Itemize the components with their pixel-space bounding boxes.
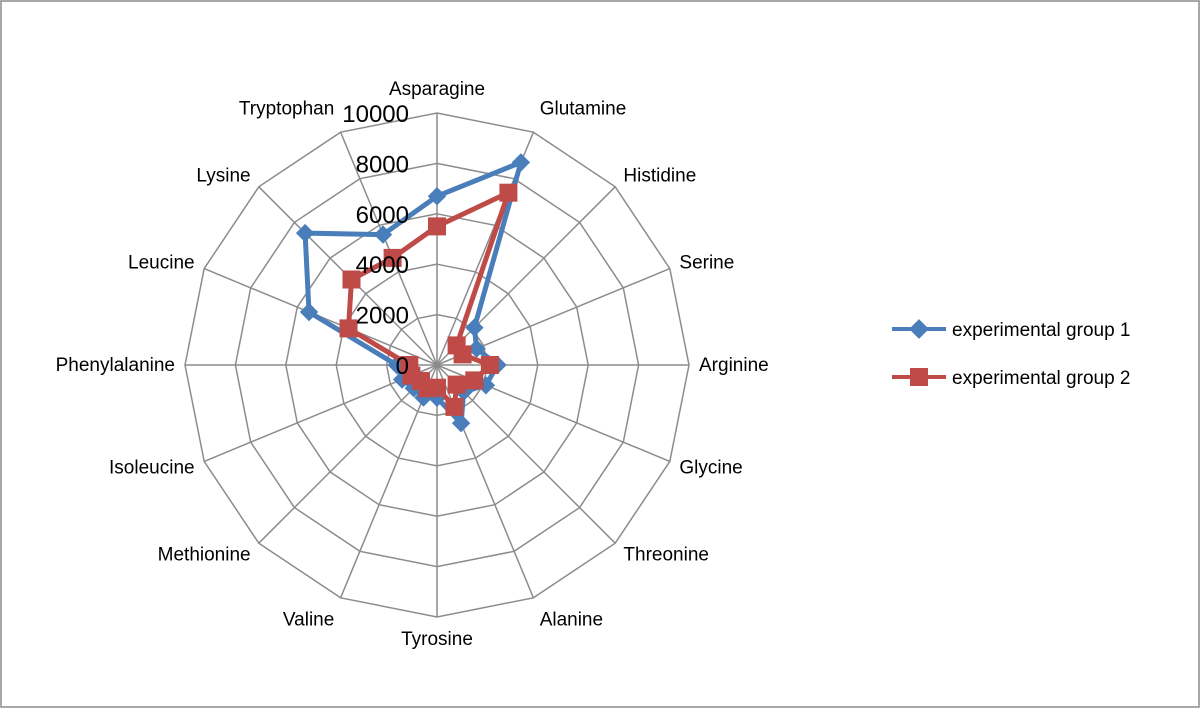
radial-tick-label: 10000	[342, 101, 409, 128]
data-point-series-1	[427, 187, 447, 206]
grid-spoke	[436, 186, 616, 366]
category-label: Tryptophan	[239, 99, 334, 120]
legend-label-series-1: experimental group 1	[952, 320, 1131, 341]
data-point-series-2	[428, 217, 446, 236]
radial-tick-label: 6000	[356, 202, 409, 229]
category-label: Lysine	[196, 166, 250, 187]
category-label: Valine	[283, 609, 334, 630]
data-point-series-1	[465, 318, 484, 337]
category-label: Serine	[679, 252, 734, 273]
radial-tick-label: 0	[396, 353, 409, 380]
radial-tick-label: 4000	[356, 252, 409, 279]
grid-spoke	[258, 364, 438, 544]
grid-spoke	[339, 131, 438, 366]
legend-item-series-1: experimental group 1	[892, 319, 1131, 341]
data-point-series-1	[295, 223, 315, 243]
legend-marker-series-2	[910, 368, 928, 386]
series-plot	[295, 153, 531, 433]
radial-tick-label: 8000	[356, 151, 409, 178]
category-label: Glutamine	[540, 99, 627, 120]
category-label: Alanine	[540, 609, 603, 630]
category-label: Tyrosine	[401, 629, 473, 650]
data-point-series-2	[499, 183, 518, 202]
data-point-series-1	[511, 153, 531, 172]
radial-tick-label: 2000	[356, 303, 409, 330]
data-point-series-2	[445, 397, 464, 416]
data-point-series-2	[453, 345, 472, 364]
category-label: Isoleucine	[109, 458, 195, 479]
category-label: Threonine	[623, 545, 709, 566]
data-point-series-1	[373, 225, 393, 244]
data-point-series-1	[299, 302, 319, 322]
legend: experimental group 1 experimental group …	[892, 319, 1131, 389]
data-point-series-2	[400, 356, 419, 374]
category-label: Glycine	[679, 458, 742, 479]
data-point-series-2	[480, 356, 499, 374]
category-label: Phenylalanine	[56, 355, 175, 376]
category-labels: Asparagine Glutamine Histidine Serine Argini…	[56, 79, 769, 650]
radial-tick-labels: 0 2000 4000 6000 8000 10000	[342, 101, 409, 380]
category-label: Methionine	[158, 545, 251, 566]
category-label: Asparagine	[389, 79, 485, 100]
legend-label-series-2: experimental group 2	[952, 368, 1131, 389]
data-point-series-2	[447, 375, 466, 394]
legend-item-series-2: experimental group 2	[892, 368, 1131, 389]
category-label: Arginine	[699, 355, 769, 376]
category-label: Leucine	[128, 252, 195, 273]
legend-marker-series-1	[909, 319, 929, 339]
data-point-series-2	[383, 248, 402, 267]
data-point-series-1	[451, 414, 471, 433]
data-point-series-2	[342, 270, 361, 289]
data-point-series-1	[467, 339, 486, 358]
data-point-series-2	[465, 371, 484, 390]
data-point-series-2	[339, 319, 358, 338]
category-label: Histidine	[623, 166, 696, 187]
